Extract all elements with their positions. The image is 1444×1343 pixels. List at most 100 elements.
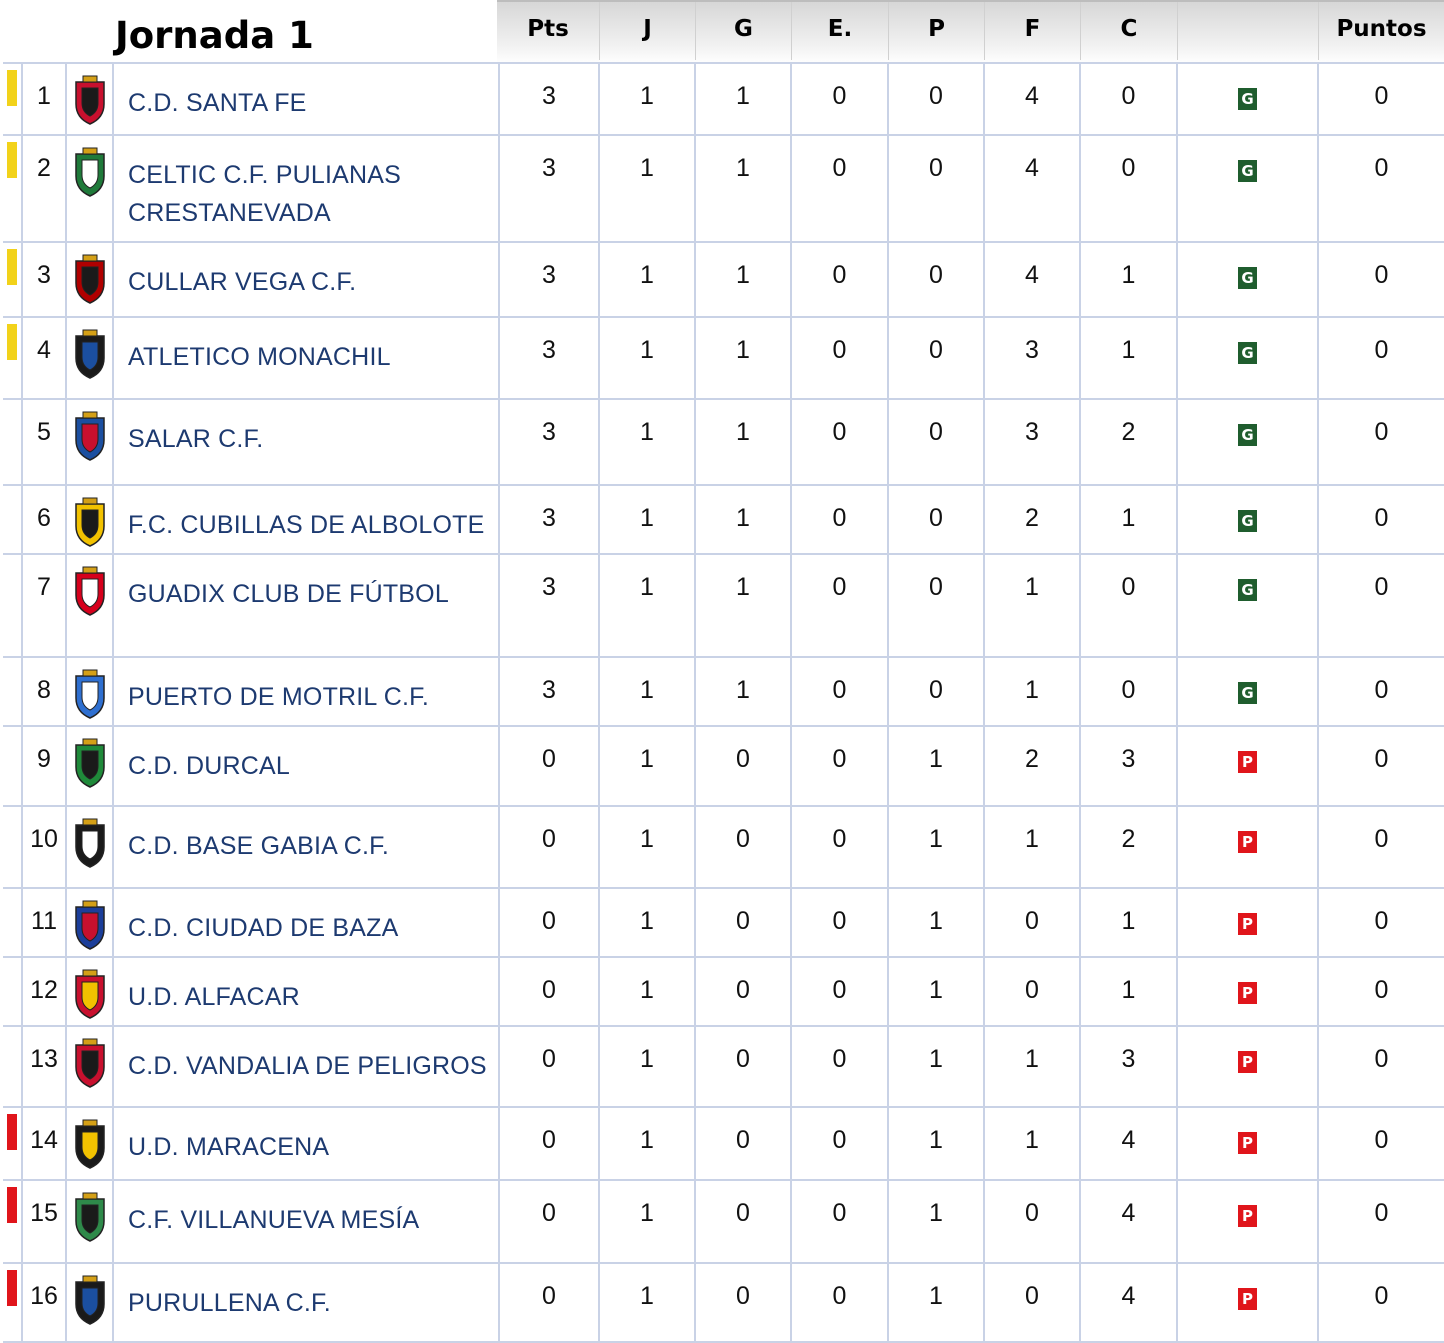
p-cell: 0 <box>889 486 985 553</box>
f-cell: 0 <box>985 1264 1081 1341</box>
position-cell: 11 <box>23 889 67 956</box>
j-cell: 1 <box>600 136 696 241</box>
c-cell: 0 <box>1081 64 1178 134</box>
c-cell: 0 <box>1081 555 1178 656</box>
f-cell: 1 <box>985 1027 1081 1106</box>
position-cell: 2 <box>23 136 67 241</box>
result-cell: P <box>1178 1108 1319 1179</box>
c-cell: 3 <box>1081 1027 1178 1106</box>
cullar-vega-crest-icon <box>74 254 105 304</box>
p-cell: 1 <box>889 958 985 1025</box>
vandalia-peligros-crest-icon <box>74 1038 105 1088</box>
pts-cell: 0 <box>500 727 600 805</box>
result-cell: P <box>1178 1027 1319 1106</box>
team-name-cell: CULLAR VEGA C.F. <box>114 243 500 316</box>
table-row: 11 C.D. CIUDAD DE BAZA 0 1 0 0 1 0 1 P 0 <box>3 889 1444 958</box>
column-header-f: F <box>985 2 1081 60</box>
j-cell: 1 <box>600 1181 696 1262</box>
promotion-marker <box>7 142 17 178</box>
zone-marker-cell <box>3 1108 23 1179</box>
f-cell: 4 <box>985 243 1081 316</box>
table-row: 5 SALAR C.F. 3 1 1 0 0 3 2 G 0 <box>3 400 1444 486</box>
e-cell: 0 <box>792 243 889 316</box>
e-cell: 0 <box>792 1181 889 1262</box>
santa-fe-crest-icon <box>74 75 105 125</box>
result-cell: P <box>1178 1264 1319 1341</box>
relegation-marker <box>7 1270 17 1306</box>
team-name: C.D. BASE GABIA C.F. <box>128 832 390 860</box>
maracena-crest-icon <box>74 1119 105 1169</box>
g-cell: 1 <box>696 555 792 656</box>
p-cell: 0 <box>889 555 985 656</box>
win-badge: G <box>1238 342 1257 364</box>
team-name-cell: C.D. CIUDAD DE BAZA <box>114 889 500 956</box>
c-cell: 4 <box>1081 1181 1178 1262</box>
team-name-cell: F.C. CUBILLAS DE ALBOLOTE <box>114 486 500 553</box>
result-cell: G <box>1178 555 1319 656</box>
c-cell: 0 <box>1081 136 1178 241</box>
g-cell: 1 <box>696 318 792 398</box>
puntos-cell: 0 <box>1374 1199 1389 1227</box>
result-cell: G <box>1178 64 1319 134</box>
j-cell: 1 <box>600 658 696 725</box>
pts-cell: 3 <box>500 555 600 656</box>
position-cell: 4 <box>23 318 67 398</box>
win-badge: G <box>1238 267 1257 289</box>
pts-cell: 3 <box>500 136 600 241</box>
g-cell: 1 <box>696 243 792 316</box>
atletico-monachil-crest-icon <box>74 329 105 379</box>
team-name-cell: C.D. BASE GABIA C.F. <box>114 807 500 887</box>
j-cell: 1 <box>600 1108 696 1179</box>
g-cell: 0 <box>696 958 792 1025</box>
table-row: 3 CULLAR VEGA C.F. 3 1 1 0 0 4 1 G 0 <box>3 243 1444 318</box>
puntos-cell: 0 <box>1374 976 1389 1004</box>
f-cell: 1 <box>985 807 1081 887</box>
team-name-cell: CELTIC C.F. PULIANAS CRESTANEVADA <box>114 136 500 241</box>
f-cell: 1 <box>985 555 1081 656</box>
c-cell: 2 <box>1081 807 1178 887</box>
pts-cell: 0 <box>500 1181 600 1262</box>
puntos-cell: 0 <box>1374 504 1389 532</box>
result-cell: P <box>1178 1181 1319 1262</box>
position-cell: 6 <box>23 486 67 553</box>
crest-cell <box>67 555 114 656</box>
j-cell: 1 <box>600 318 696 398</box>
c-cell: 1 <box>1081 318 1178 398</box>
table-row: 7 GUADIX CLUB DE FÚTBOL 3 1 1 0 0 1 0 G 0 <box>3 555 1444 658</box>
loss-badge: P <box>1238 982 1257 1004</box>
loss-badge: P <box>1238 1132 1257 1154</box>
j-cell: 1 <box>600 555 696 656</box>
team-name: CELTIC C.F. PULIANAS <box>128 161 402 189</box>
f-cell: 0 <box>985 889 1081 956</box>
result-cell: P <box>1178 958 1319 1025</box>
celtic-pulianas-crest-icon <box>74 147 105 197</box>
p-cell: 1 <box>889 1108 985 1179</box>
e-cell: 0 <box>792 1027 889 1106</box>
column-header-j: J <box>600 2 696 60</box>
f-cell: 2 <box>985 486 1081 553</box>
cubillas-albolote-crest-icon <box>74 497 105 547</box>
durcal-crest-icon <box>74 738 105 788</box>
pts-cell: 3 <box>500 318 600 398</box>
c-cell: 1 <box>1081 889 1178 956</box>
crest-cell <box>67 727 114 805</box>
win-badge: G <box>1238 160 1257 182</box>
page-title: Jornada 1 <box>115 14 314 57</box>
j-cell: 1 <box>600 400 696 484</box>
p-cell: 1 <box>889 1181 985 1262</box>
pts-cell: 3 <box>500 400 600 484</box>
base-gabia-crest-icon <box>74 818 105 868</box>
team-name-cell: PURULLENA C.F. <box>114 1264 500 1341</box>
puntos-cell: 0 <box>1374 825 1389 853</box>
win-badge: G <box>1238 682 1257 704</box>
villanueva-mesia-crest-icon <box>74 1192 105 1242</box>
j-cell: 1 <box>600 889 696 956</box>
team-name: CULLAR VEGA C.F. <box>128 268 357 296</box>
e-cell: 0 <box>792 727 889 805</box>
c-cell: 3 <box>1081 727 1178 805</box>
purullena-crest-icon <box>74 1275 105 1325</box>
g-cell: 1 <box>696 400 792 484</box>
column-header-c: C <box>1081 2 1178 60</box>
zone-marker-cell <box>3 958 23 1025</box>
team-name-cell: U.D. ALFACAR <box>114 958 500 1025</box>
